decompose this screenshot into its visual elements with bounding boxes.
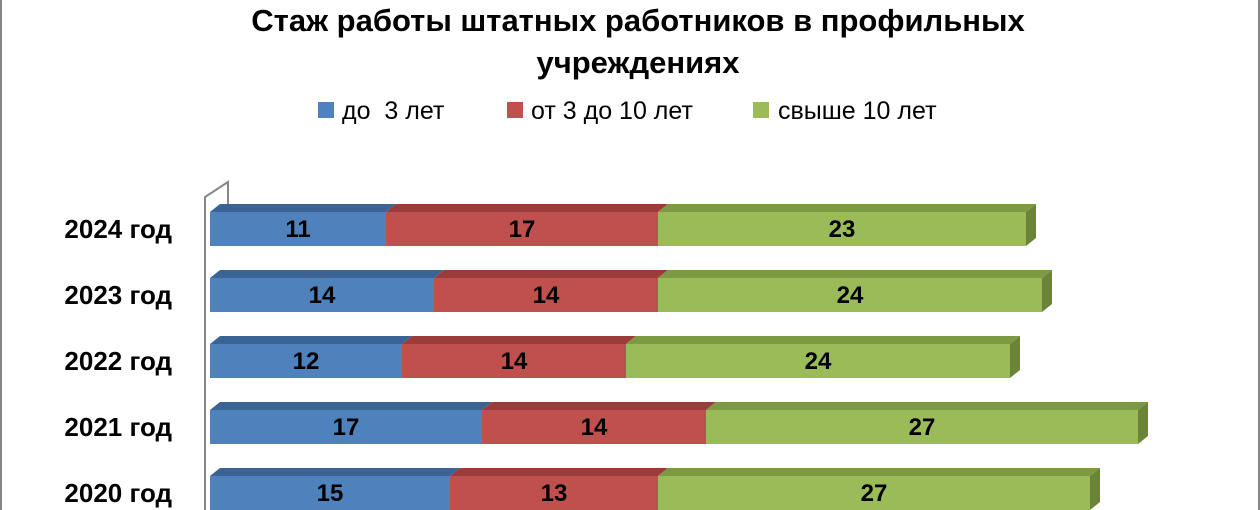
data-label-2020-s2: 13 xyxy=(541,480,568,507)
data-label-2022-s3: 24 xyxy=(805,348,832,375)
bar-side-face-2023 xyxy=(1042,270,1052,312)
chart-frame-right xyxy=(1258,0,1260,510)
data-label-2023-s2: 14 xyxy=(533,282,560,309)
data-label-2020-s3: 27 xyxy=(861,480,888,507)
bar-top-face-2022-s3 xyxy=(626,336,1020,344)
bar-top-face-2020-s1 xyxy=(210,468,460,476)
bar-2024-s2 xyxy=(386,212,658,246)
data-label-2022-s1: 12 xyxy=(293,348,320,375)
category-label-2022: 2022 год xyxy=(64,346,172,376)
bar-top-face-2024-s3 xyxy=(658,204,1036,212)
legend-label-2: от 3 до 10 лет xyxy=(531,97,693,125)
bar-segment-2024-s1: 11 xyxy=(210,204,396,246)
data-label-2022-s2: 14 xyxy=(501,348,528,375)
bar-top-face-2024-s2 xyxy=(386,204,668,212)
bar-top-face-2022-s2 xyxy=(402,336,636,344)
bar-top-face-2020-s2 xyxy=(450,468,668,476)
bar-segment-2023-s2: 14 xyxy=(434,270,668,312)
bar-2021-s3 xyxy=(706,410,1138,444)
category-label-2023: 2023 год xyxy=(64,280,172,310)
bar-top-face-2023-s1 xyxy=(210,270,444,278)
bar-side-face-2024 xyxy=(1026,204,1036,246)
bar-2023-s2 xyxy=(434,278,658,312)
bar-top-face-2023-s2 xyxy=(434,270,668,278)
data-label-2021-s1: 17 xyxy=(333,414,360,441)
bar-2022-s1 xyxy=(210,344,402,378)
bar-side-face-2021 xyxy=(1138,402,1148,444)
bar-top-face-2022-s1 xyxy=(210,336,412,344)
bar-segment-2024-s2: 17 xyxy=(386,204,668,246)
bar-segment-2022-s2: 14 xyxy=(402,336,636,378)
bar-segment-2020-s1: 15 xyxy=(210,468,460,510)
legend-label-1: до 3 лет xyxy=(342,97,445,125)
category-label-2024: 2024 год xyxy=(64,214,172,244)
bar-segment-2021-s2: 14 xyxy=(482,402,716,444)
bar-top-face-2021-s2 xyxy=(482,402,716,410)
bar-side-face-2020 xyxy=(1090,468,1100,510)
bar-segment-2020-s2: 13 xyxy=(450,468,668,510)
bar-2023-s1 xyxy=(210,278,434,312)
bar-2024-s1 xyxy=(210,212,386,246)
category-label-2020: 2020 год xyxy=(64,478,172,508)
bar-segment-2023-s3: 24 xyxy=(658,270,1052,312)
bar-segment-2022-s3: 24 xyxy=(626,336,1020,378)
legend-swatch-2 xyxy=(507,102,523,118)
data-label-2024-s1: 11 xyxy=(285,216,310,243)
legend-swatch-3 xyxy=(753,102,769,118)
bar-2021-s2 xyxy=(482,410,706,444)
bar-2021-s1 xyxy=(210,410,482,444)
category-axis-line xyxy=(204,180,229,510)
data-label-2024-s3: 23 xyxy=(829,216,856,243)
bar-2020-s3 xyxy=(658,476,1090,510)
bar-segment-2023-s1: 14 xyxy=(210,270,444,312)
bar-2022-s3 xyxy=(626,344,1010,378)
legend-swatch-1 xyxy=(318,102,334,118)
data-label-2023-s1: 14 xyxy=(309,282,336,309)
bar-2020-s2 xyxy=(450,476,658,510)
bar-top-face-2021-s3 xyxy=(706,402,1148,410)
data-label-2021-s2: 14 xyxy=(581,414,608,441)
data-label-2021-s3: 27 xyxy=(909,414,936,441)
bar-segment-2024-s3: 23 xyxy=(658,204,1036,246)
bar-segment-2021-s3: 27 xyxy=(706,402,1148,444)
bar-top-face-2020-s3 xyxy=(658,468,1100,476)
legend-label-3: свыше 10 лет xyxy=(778,97,937,125)
bar-2022-s2 xyxy=(402,344,626,378)
bar-segment-2021-s1: 17 xyxy=(210,402,492,444)
bar-segment-2020-s3: 27 xyxy=(658,468,1100,510)
bar-top-face-2021-s1 xyxy=(210,402,492,410)
data-label-2024-s2: 17 xyxy=(509,216,536,243)
bar-2023-s3 xyxy=(658,278,1042,312)
data-label-2023-s3: 24 xyxy=(837,282,864,309)
bar-2024-s3 xyxy=(658,212,1026,246)
data-label-2020-s1: 15 xyxy=(317,480,344,507)
chart-title: Стаж работы штатных работников в профиль… xyxy=(251,3,1025,80)
bar-top-face-2023-s3 xyxy=(658,270,1052,278)
bar-top-face-2024-s1 xyxy=(210,204,396,212)
category-label-2021: 2021 год xyxy=(64,412,172,442)
bar-2020-s1 xyxy=(210,476,450,510)
bar-segment-2022-s1: 12 xyxy=(210,336,412,378)
chart-frame-left xyxy=(0,0,2,510)
bar-side-face-2022 xyxy=(1010,336,1020,378)
